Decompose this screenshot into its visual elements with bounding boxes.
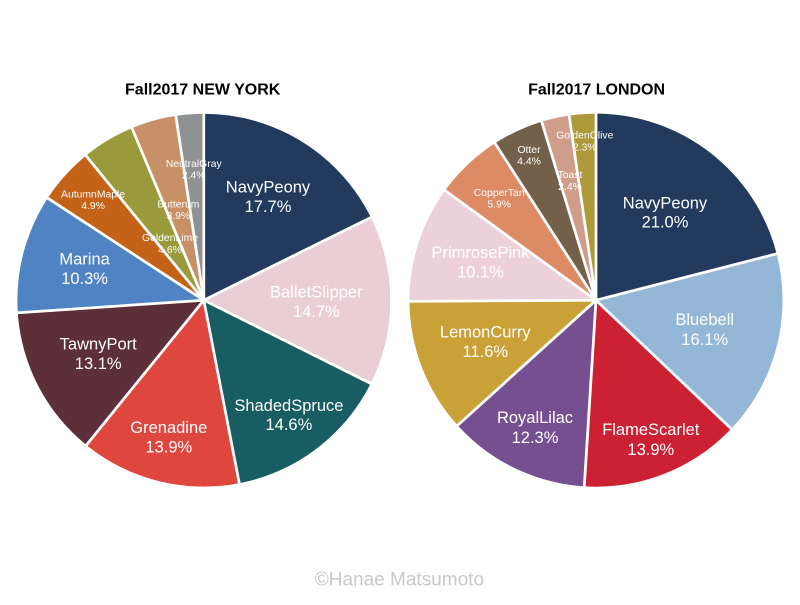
svg-text:NeutralGray: NeutralGray bbox=[166, 159, 223, 170]
svg-text:17.7%: 17.7% bbox=[245, 198, 292, 216]
svg-text:BalletSlipper: BalletSlipper bbox=[270, 283, 363, 301]
svg-text:10.3%: 10.3% bbox=[61, 270, 108, 288]
svg-text:©Hanae Matsumoto: ©Hanae Matsumoto bbox=[315, 570, 484, 591]
svg-text:CopperTan: CopperTan bbox=[474, 188, 525, 199]
svg-text:10.1%: 10.1% bbox=[457, 263, 504, 281]
svg-text:13.9%: 13.9% bbox=[145, 438, 192, 456]
svg-text:11.6%: 11.6% bbox=[463, 343, 509, 361]
svg-text:4.4%: 4.4% bbox=[517, 156, 541, 167]
svg-text:14.6%: 14.6% bbox=[266, 416, 313, 434]
svg-text:Bluebell: Bluebell bbox=[675, 311, 734, 329]
svg-text:Butterum: Butterum bbox=[157, 199, 199, 210]
svg-text:RoyalLilac: RoyalLilac bbox=[497, 409, 573, 427]
svg-text:ShadedSpruce: ShadedSpruce bbox=[234, 397, 343, 415]
svg-text:4.6%: 4.6% bbox=[158, 245, 182, 256]
svg-text:2.3%: 2.3% bbox=[573, 142, 597, 153]
svg-text:2.4%: 2.4% bbox=[558, 182, 582, 193]
svg-text:TawnyPort: TawnyPort bbox=[60, 336, 137, 354]
svg-text:4.9%: 4.9% bbox=[81, 201, 105, 212]
svg-text:Marina: Marina bbox=[59, 251, 110, 269]
svg-text:PrimrosePink: PrimrosePink bbox=[431, 244, 530, 262]
svg-text:Fall2017 LONDON: Fall2017 LONDON bbox=[528, 82, 665, 99]
svg-text:Grenadine: Grenadine bbox=[130, 419, 207, 437]
svg-text:Otter: Otter bbox=[517, 145, 541, 156]
svg-text:5.9%: 5.9% bbox=[487, 199, 511, 210]
svg-text:Toast: Toast bbox=[558, 170, 583, 181]
svg-text:AutumnMaple: AutumnMaple bbox=[61, 189, 125, 200]
svg-text:NavyPeony: NavyPeony bbox=[226, 179, 311, 197]
svg-text:LemonCurry: LemonCurry bbox=[440, 324, 532, 342]
svg-text:GoldenOlive: GoldenOlive bbox=[556, 130, 613, 141]
svg-text:3.9%: 3.9% bbox=[166, 211, 190, 222]
svg-text:GoldenLime: GoldenLime bbox=[142, 233, 198, 244]
svg-text:21.0%: 21.0% bbox=[642, 214, 689, 232]
svg-text:13.9%: 13.9% bbox=[627, 441, 674, 459]
svg-text:FlameScarlet: FlameScarlet bbox=[602, 421, 700, 439]
svg-text:2.4%: 2.4% bbox=[182, 171, 206, 182]
svg-text:13.1%: 13.1% bbox=[75, 355, 122, 373]
svg-text:NavyPeony: NavyPeony bbox=[623, 194, 708, 212]
svg-text:16.1%: 16.1% bbox=[681, 331, 728, 349]
svg-text:12.3%: 12.3% bbox=[512, 429, 559, 447]
svg-text:Fall2017 NEW YORK: Fall2017 NEW YORK bbox=[125, 82, 281, 99]
svg-text:14.7%: 14.7% bbox=[293, 303, 340, 321]
